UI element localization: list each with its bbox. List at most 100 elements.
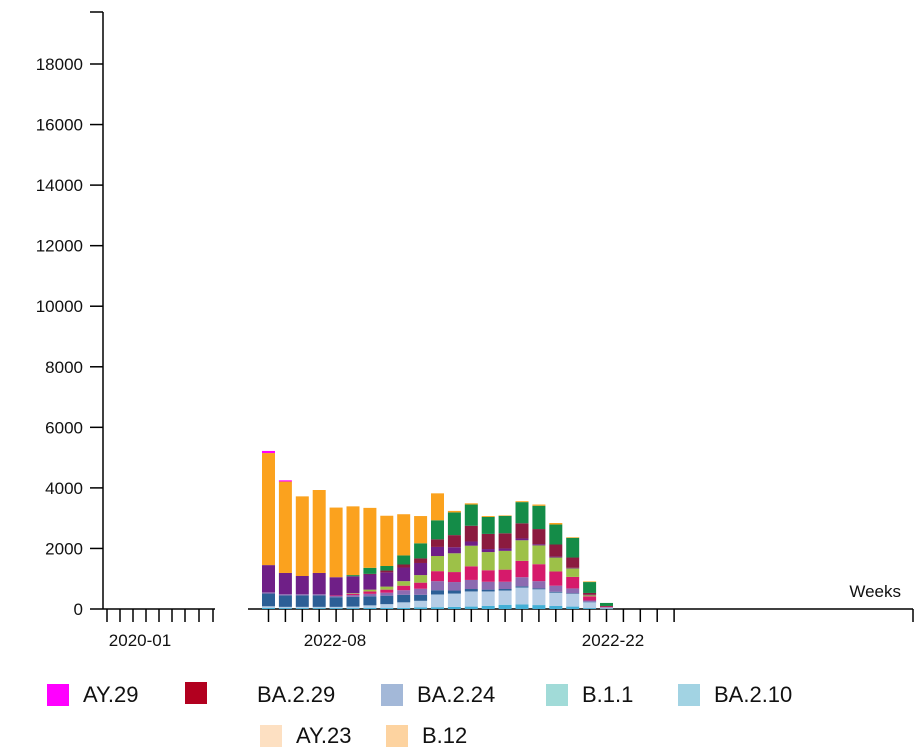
bar-segment <box>583 602 597 609</box>
bar-segment <box>414 582 428 589</box>
bar-segment <box>278 572 292 595</box>
bar-segment <box>481 516 495 534</box>
bar-segment <box>464 566 478 580</box>
bar-segment <box>515 587 529 605</box>
bar-segment <box>414 543 428 559</box>
bar-segment <box>346 506 360 576</box>
bar-segment <box>329 606 343 609</box>
bar-segment <box>295 496 309 576</box>
bar-segment <box>566 576 580 589</box>
bar-segment <box>447 553 461 573</box>
bar-segment <box>515 502 529 524</box>
bar-segment <box>278 595 292 607</box>
x-tick-label: 2020-01 <box>109 631 171 650</box>
bar-segment <box>414 588 428 595</box>
bar-segment <box>447 582 461 591</box>
bar-segment <box>431 493 444 521</box>
bar-segment <box>447 590 461 594</box>
y-tick-label: 6000 <box>45 418 83 437</box>
bar-segment <box>431 546 444 557</box>
bar-segment <box>312 608 326 609</box>
bar-segment <box>464 541 478 546</box>
bar-segment <box>431 571 444 582</box>
x-tick-label: 2022-22 <box>582 631 644 650</box>
bar-segment <box>363 605 377 608</box>
bar-segment <box>515 540 529 561</box>
bar-segment <box>566 588 580 594</box>
y-axis-ticks: 0 2000 4000 6000 8000 10000 12000 14000 16000 180… <box>36 11 103 619</box>
bar-segment <box>397 514 411 556</box>
bar-segment <box>566 537 580 558</box>
bar-segment <box>515 604 529 609</box>
bar-segment <box>346 595 360 597</box>
bar-segment <box>295 606 309 609</box>
bar-segment <box>380 607 394 609</box>
bar-segment <box>397 585 411 591</box>
bar-segment <box>481 552 495 571</box>
bar-segment <box>447 510 461 513</box>
bar-segment <box>549 605 563 609</box>
bar-segment <box>329 595 343 598</box>
bar-segment <box>346 576 360 594</box>
bar-segment <box>498 515 512 516</box>
bar-segment <box>397 581 411 586</box>
bar-segment <box>600 608 613 610</box>
bar-segment <box>600 607 613 609</box>
bar-segment <box>312 572 326 595</box>
bar-segment <box>498 548 512 551</box>
bar-segment <box>380 595 394 605</box>
bar-segment <box>498 515 512 534</box>
bar-segment <box>312 594 326 596</box>
bar-segment <box>532 588 546 590</box>
y-tick-label: 4000 <box>45 479 83 498</box>
bar-segment <box>515 586 529 588</box>
bar-segment <box>600 606 613 608</box>
bar-segment <box>600 605 613 607</box>
bar-segment <box>278 481 292 573</box>
bar-segment <box>498 590 512 605</box>
bar-segment <box>566 593 580 607</box>
bar-segment <box>346 608 360 609</box>
bar-segment <box>380 570 394 573</box>
bar-segment <box>600 607 613 608</box>
bar-segment <box>481 589 495 592</box>
bar-segment <box>363 591 377 594</box>
bar-segment <box>549 544 563 557</box>
bar-segment <box>464 606 478 609</box>
bar-segment <box>380 515 394 567</box>
bar-segment <box>532 581 546 589</box>
bar-segment <box>431 594 444 608</box>
y-tick-label: 18000 <box>36 55 83 74</box>
bar-segment <box>549 571 563 586</box>
bar-segment <box>464 525 478 542</box>
y-tick-label: 0 <box>74 600 83 619</box>
bar-segment <box>515 560 529 578</box>
bar-segment <box>346 606 360 609</box>
bar-segment <box>583 608 597 609</box>
x-tick-label: 2022-08 <box>304 631 366 650</box>
x-axis-ticks: 2020-01 2022-08 2022-22 <box>106 609 675 650</box>
bar-segment <box>532 545 546 565</box>
bar-segment <box>532 504 546 506</box>
bar-segment <box>549 524 563 545</box>
bar-segment <box>329 595 343 596</box>
bar-segment <box>262 453 275 566</box>
bar-segment <box>481 533 495 550</box>
bar-segment <box>549 592 563 606</box>
y-tick-label: 8000 <box>45 358 83 377</box>
bar-segment <box>380 604 394 608</box>
bar-segment <box>498 550 512 570</box>
bar-segment <box>397 564 411 568</box>
bar-segment <box>532 605 546 609</box>
bar-segment <box>464 591 478 607</box>
bar-segment <box>498 581 512 590</box>
bar-segment <box>363 573 377 575</box>
bar-segment <box>549 523 563 525</box>
bar-segment <box>532 544 546 546</box>
bar-segment <box>549 557 563 572</box>
bar-segment <box>278 594 292 596</box>
bar-segment <box>549 585 563 592</box>
bar-segment <box>464 579 478 590</box>
bar-segment <box>532 564 546 582</box>
bar-segment <box>549 556 563 558</box>
